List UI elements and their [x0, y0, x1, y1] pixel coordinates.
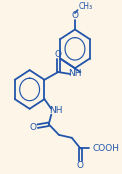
Text: COOH: COOH: [92, 144, 119, 153]
Text: NH: NH: [49, 106, 62, 115]
Text: O: O: [55, 50, 62, 59]
Text: O: O: [71, 11, 78, 21]
Text: O: O: [77, 161, 84, 170]
Text: CH₃: CH₃: [78, 2, 92, 11]
Text: O: O: [30, 123, 37, 132]
Text: NH: NH: [68, 69, 82, 77]
